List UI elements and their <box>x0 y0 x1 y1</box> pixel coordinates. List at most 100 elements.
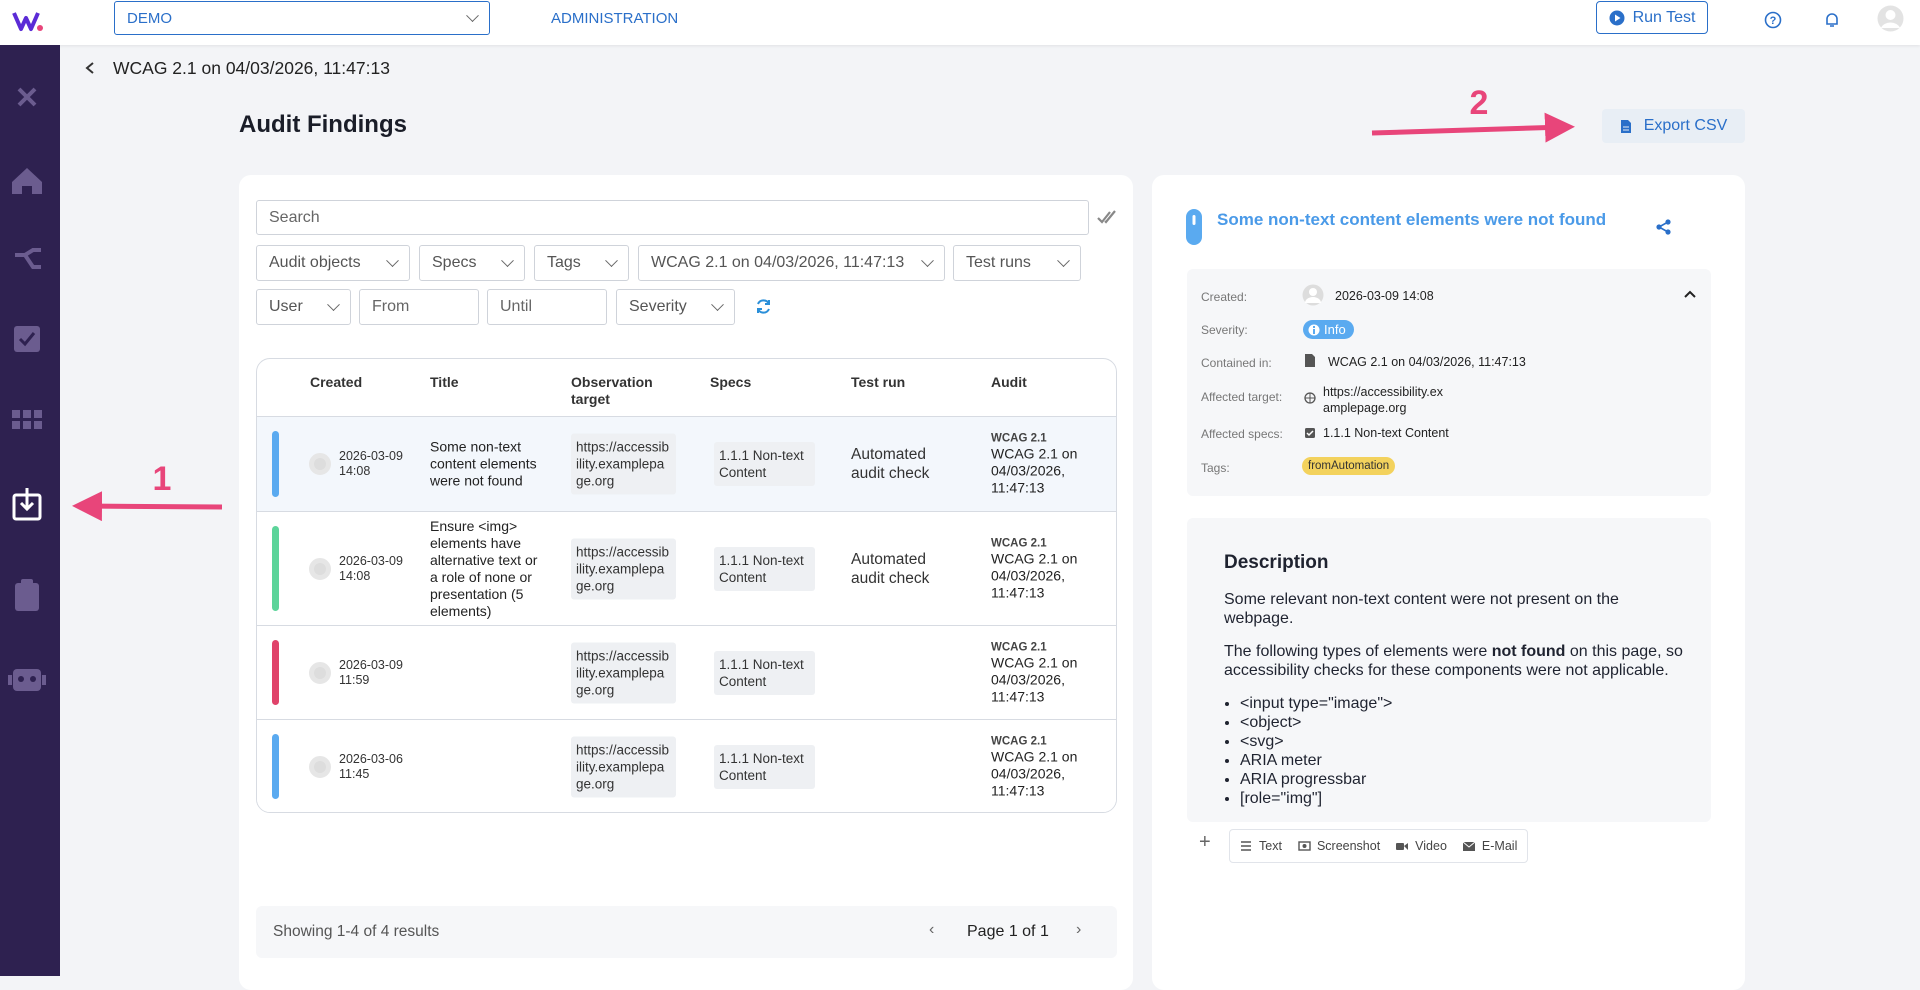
refresh-icon[interactable] <box>755 298 772 315</box>
annotation-number: 2 <box>1470 84 1489 122</box>
field-label: Tags: <box>1201 461 1230 475</box>
filter-label: WCAG 2.1 on 04/03/2026, 11:47:13 <box>651 254 905 271</box>
toolbar-label: Screenshot <box>1316 839 1381 853</box>
filter-label: Audit objects <box>269 254 361 271</box>
filter-dd[interactable]: Test runs <box>953 245 1081 281</box>
avatar <box>309 755 331 778</box>
filter-dd[interactable]: Severity <box>616 289 735 325</box>
field-label: Created: <box>1201 290 1248 304</box>
workspace-select[interactable]: DEMO <box>114 1 490 35</box>
severity-value: Info <box>1324 322 1346 337</box>
column-header: Specs <box>710 374 752 390</box>
finding-row[interactable]: 2026-03-06 11:45 https://accessibility.ex… <box>257 719 1116 812</box>
filter-inp[interactable]: From <box>359 289 479 325</box>
field-value: WCAG 2.1 on 04/03/2026, 11:47:13 <box>1328 355 1526 369</box>
attachment-toolbar: Text Screenshot Video E-Mail <box>1229 829 1529 863</box>
field-value: 2026-03-09 14:08 <box>1335 289 1434 303</box>
table-footer: Showing 1-4 of 4 results ‹ Page 1 of 1 › <box>256 906 1117 958</box>
filter-inp[interactable]: Until <box>487 289 607 325</box>
toolbar-button[interactable]: Screenshot <box>1298 839 1380 853</box>
prev-page[interactable]: ‹ <box>929 921 935 938</box>
globe-icon <box>1304 392 1316 404</box>
audit-name: WCAG 2.1 on 04/03/2026, 11:47:13 <box>991 748 1078 798</box>
created: 2026-03-06 11:45 <box>339 751 403 781</box>
text: on this page, so accessibility checks fo… <box>1224 643 1683 679</box>
doc-icon <box>1305 354 1315 367</box>
audit-name: WCAG 2.1 on 04/03/2026, 11:47:13 <box>991 445 1078 496</box>
breadcrumb: WCAG 2.1 on 04/03/2026, 11:47:13 <box>113 58 390 78</box>
avatar <box>309 453 331 475</box>
filter-label: Test runs <box>966 254 1031 271</box>
toolbar-icon <box>1396 843 1409 850</box>
paragraph: Some relevant non-text content were not … <box>1224 591 1619 627</box>
finding-row[interactable]: 2026-03-09 14:08 Some non-text content el… <box>257 416 1116 511</box>
toolbar-button[interactable]: Video <box>1396 839 1447 853</box>
collapse-icon[interactable] <box>1683 289 1697 299</box>
test-run: Automated audit check <box>851 446 930 482</box>
description-text: Some relevant non-text content were not … <box>1224 590 1684 808</box>
add-button[interactable]: + <box>1199 831 1211 853</box>
next-page[interactable]: › <box>1076 921 1082 938</box>
audit-short: WCAG 2.1 <box>991 537 1047 549</box>
severity-marker <box>1186 209 1202 245</box>
filter-dd[interactable]: User <box>256 289 351 325</box>
toolbar-label: Text <box>1259 839 1282 853</box>
finding-row[interactable]: 2026-03-09 14:08 Ensure <img> elements ha… <box>257 511 1116 625</box>
detail-title: Some non-text content elements were not … <box>1217 210 1607 229</box>
finding-row[interactable]: 2026-03-09 11:59 https://accessibility.ex… <box>257 625 1116 719</box>
annotation-number: 1 <box>153 460 172 498</box>
toolbar-button[interactable]: Text <box>1240 839 1282 853</box>
audit-name: WCAG 2.1 on 04/03/2026, 11:47:13 <box>991 550 1078 600</box>
severity-bar <box>272 431 279 497</box>
bell-icon[interactable] <box>1823 11 1841 29</box>
arrow <box>72 491 223 522</box>
list-item: <svg> <box>1240 732 1684 751</box>
filter-dd[interactable]: Specs <box>419 245 525 281</box>
search-input[interactable]: Search <box>256 200 1089 235</box>
arrow <box>1371 112 1575 143</box>
spec: 1.1.1 Non-text Content <box>714 650 815 695</box>
filter-dd[interactable]: Tags <box>534 245 629 281</box>
filter-label: Severity <box>629 298 687 315</box>
field-label: Severity: <box>1201 323 1248 337</box>
audit-short: WCAG 2.1 <box>991 641 1047 653</box>
severity-bar <box>272 640 279 705</box>
title: Ensure <img> elements have alternative t… <box>430 517 538 619</box>
list-item: <input type="image"> <box>1240 694 1684 713</box>
run-test-button[interactable]: Run Test <box>1596 1 1708 34</box>
column-header: Test run <box>851 374 906 390</box>
avatar <box>1302 284 1324 306</box>
toolbar-icon <box>1462 841 1476 851</box>
field-value: https://accessibility.examplepage.org <box>1323 385 1443 415</box>
audit-short: WCAG 2.1 <box>991 432 1047 445</box>
avatar[interactable] <box>1877 5 1904 32</box>
text: The following types of elements were <box>1224 643 1492 660</box>
text: not found <box>1491 643 1566 660</box>
audit-short: WCAG 2.1 <box>991 735 1047 747</box>
filter-label: User <box>269 298 303 315</box>
description-heading: Description <box>1224 552 1329 573</box>
target: https://accessibility.examplepage.org <box>571 642 676 703</box>
filter-dd[interactable]: WCAG 2.1 on 04/03/2026, 11:47:13 <box>638 245 945 281</box>
toolbar-button[interactable]: E-Mail <box>1462 839 1517 853</box>
field-value: 1.1.1 Non-text Content <box>1323 426 1449 440</box>
created: 2026-03-09 14:08 <box>339 449 403 478</box>
export-button[interactable]: Export CSV <box>1602 109 1745 143</box>
select-all-icon[interactable] <box>1097 208 1117 226</box>
title: Some non-text content elements were not … <box>430 438 537 489</box>
list-item: ARIA meter <box>1240 751 1684 770</box>
nav-link[interactable]: ADMINISTRATION <box>551 10 679 27</box>
logo[interactable] <box>12 10 44 32</box>
share-icon[interactable] <box>1655 218 1673 236</box>
field-label: Affected specs: <box>1201 427 1283 441</box>
column-header: Observation target <box>571 374 653 407</box>
sidebar <box>0 45 60 976</box>
list-item: <object> <box>1240 713 1684 732</box>
filter-dd[interactable]: Audit objects <box>256 245 410 281</box>
back-icon[interactable] <box>84 61 96 75</box>
description: Description Some relevant non-text conte… <box>1187 518 1711 822</box>
help-icon[interactable]: ? <box>1764 11 1782 29</box>
top-bar: DEMO ADMINISTRATION Run Test ? <box>0 0 1920 45</box>
toolbar-icon <box>1241 841 1251 851</box>
